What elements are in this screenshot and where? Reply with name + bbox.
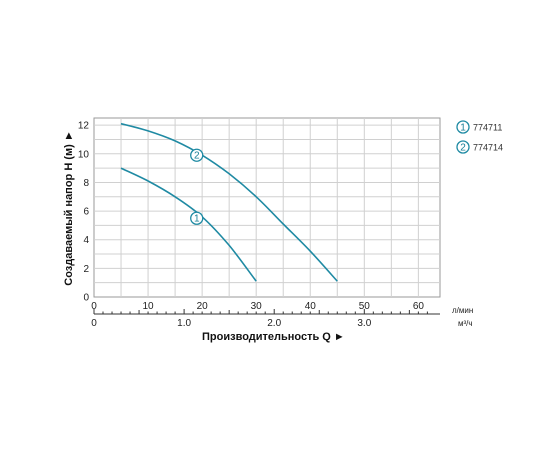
legend-marker-1 [456,120,470,134]
x-tick-label-lpm: 10 [143,301,155,312]
x-axis-unit-lpm: л/мин [452,306,473,315]
y-tick-labels: 0 2 4 6 8 10 12 [78,121,90,304]
x-tick-label-lpm: 40 [305,301,317,312]
y-tick-label: 8 [83,178,89,189]
plot-border [93,117,441,298]
series-marker-1 [190,211,204,225]
x-tick-label-m3h: 0 [91,318,97,329]
series-line-774714 [120,122,338,282]
curves: 12 [120,122,338,282]
y-tick-label: 4 [83,235,89,246]
legend-marker-label: 1 [460,123,466,134]
x-tick-label-lpm: 30 [251,301,263,312]
legend-marker-label: 2 [460,143,466,154]
x-tick-label-lpm: 0 [91,301,97,312]
series-marker-2 [190,148,204,162]
x-tick-label-lpm: 50 [359,301,371,312]
x-axis-m3h: 0 1.0 2.0 3.0 [91,309,440,329]
x-axis-unit-m3h: м³/ч [458,319,473,328]
x-tick-labels-lpm: 0 10 20 30 40 50 60 [91,301,424,312]
series-line-774711 [120,167,257,282]
x-axis-title: Производительность Q ► [202,331,345,343]
x-tick-label-m3h: 1.0 [177,318,191,329]
y-tick-label: 10 [78,149,90,160]
x-tick-label-m3h: 2.0 [267,318,281,329]
y-axis-title: Создаваемый напор H (м) ► [63,130,75,285]
y-tick-label: 6 [83,207,89,218]
x-tick-label-lpm: 20 [197,301,209,312]
legend-entry-774714: 774714 [473,143,503,153]
series-marker-label: 2 [194,151,200,162]
y-tick-label: 12 [78,121,90,132]
legend-marker-2 [456,140,470,154]
legend: 1 774711 2 774714 [456,120,503,154]
y-tick-label: 0 [83,293,89,304]
series-marker-label: 1 [194,214,200,225]
x-tick-label-m3h: 3.0 [357,318,371,329]
y-tick-label: 2 [83,264,89,275]
grid [93,117,441,298]
x-tick-label-lpm: 60 [413,301,425,312]
legend-entry-774711: 774711 [473,123,502,133]
